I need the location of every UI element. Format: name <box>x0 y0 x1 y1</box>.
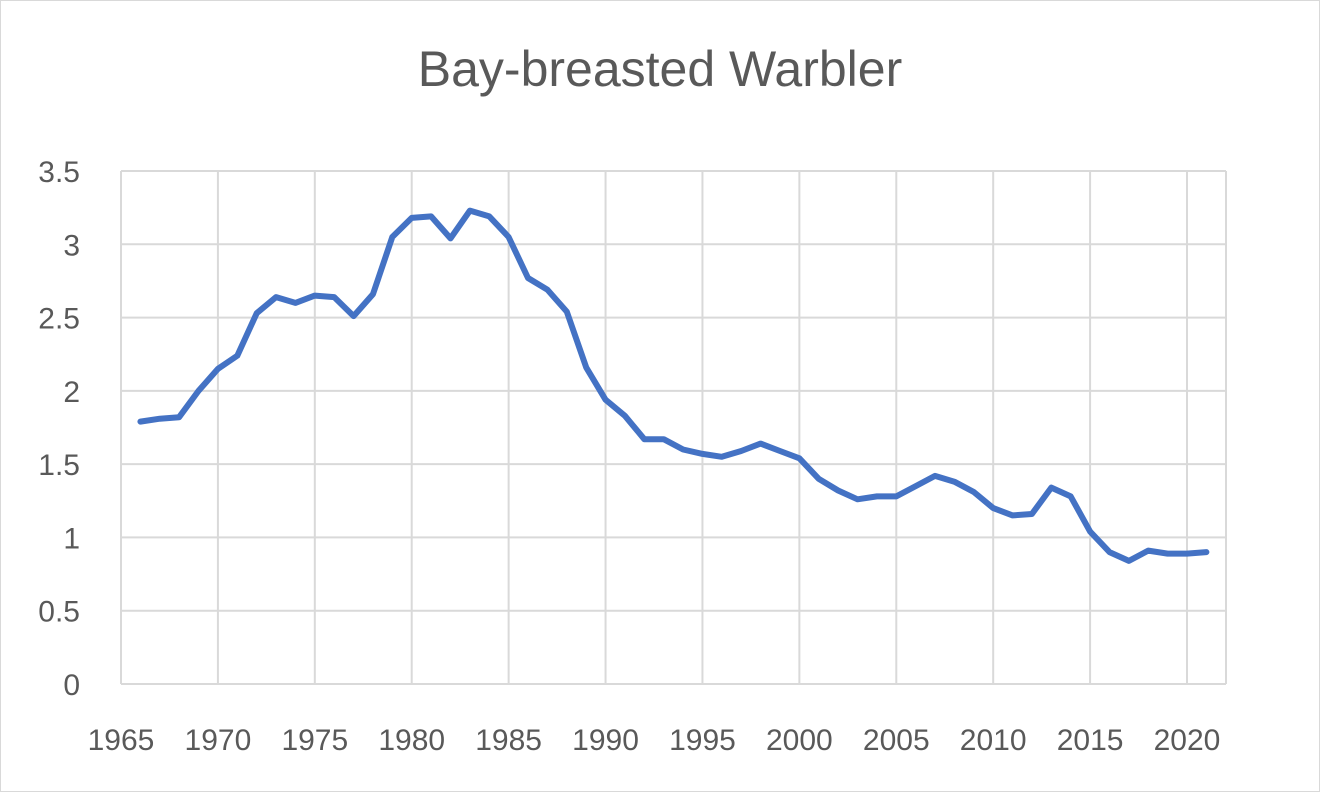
y-tick-label: 3 <box>63 229 80 262</box>
y-tick-label: 0 <box>63 669 80 702</box>
y-tick-label: 2.5 <box>38 303 80 336</box>
y-tick-label: 1.5 <box>38 449 80 482</box>
x-tick-label: 1980 <box>378 724 445 757</box>
x-tick-label: 1975 <box>281 724 348 757</box>
y-tick-label: 2 <box>63 376 80 409</box>
y-tick-label: 1 <box>63 522 80 555</box>
x-tick-label: 1970 <box>185 724 252 757</box>
chart-title: Bay-breasted Warbler <box>417 41 903 97</box>
x-tick-label: 1965 <box>88 724 155 757</box>
y-tick-label: 3.5 <box>38 156 80 189</box>
series-line <box>137 207 1210 564</box>
x-tick-label: 1985 <box>475 724 542 757</box>
x-tick-label: 2000 <box>766 724 833 757</box>
x-tick-label: 2020 <box>1154 724 1221 757</box>
x-tick-label: 1990 <box>572 724 639 757</box>
x-tick-label: 2010 <box>960 724 1027 757</box>
y-tick-label: 0.5 <box>38 596 80 629</box>
x-tick-label: 2005 <box>863 724 930 757</box>
x-tick-label: 2015 <box>1057 724 1124 757</box>
x-tick-label: 1995 <box>669 724 736 757</box>
